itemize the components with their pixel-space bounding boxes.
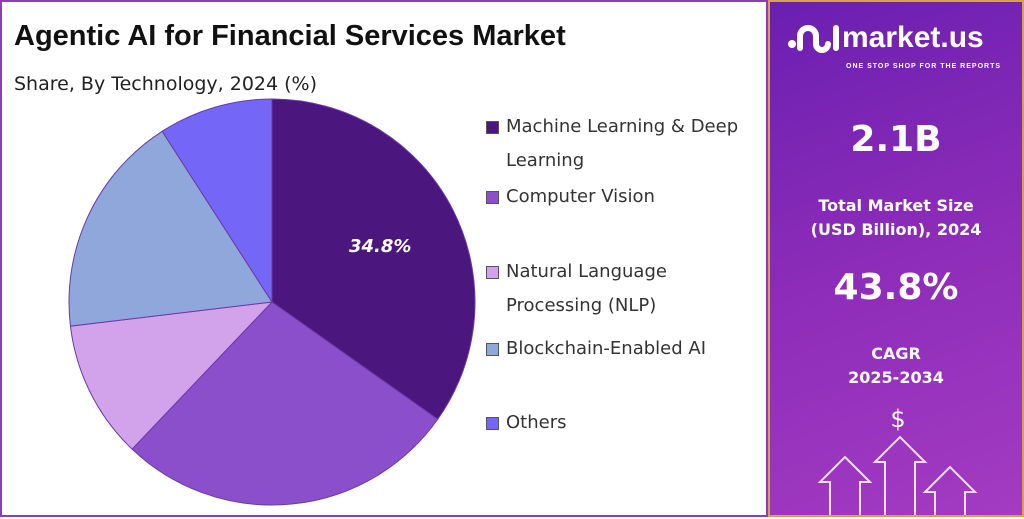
logo-text: market.us — [842, 21, 984, 54]
legend-swatch — [486, 191, 499, 204]
svg-text:$: $ — [890, 405, 905, 433]
market-us-logo: market.us — [786, 18, 984, 58]
legend-swatch — [486, 343, 499, 356]
market-size-value: 2.1B — [850, 119, 942, 160]
legend-swatch — [486, 266, 499, 279]
legend-item: Computer Vision — [486, 180, 655, 214]
legend-label: Machine Learning & Deep Learning — [506, 110, 738, 178]
pie-slice-2 — [69, 301, 274, 450]
chart-subtitle: Share, By Technology, 2024 (%) — [14, 73, 318, 95]
legend-swatch — [486, 417, 499, 430]
legend-label-line: Others — [506, 412, 567, 433]
data-label: 34.8% — [349, 236, 411, 257]
pie-slice-0 — [271, 98, 476, 420]
legend-swatch — [486, 121, 499, 134]
legend-item: Others — [486, 406, 567, 440]
legend-label: Natural Language Processing (NLP) — [506, 255, 667, 323]
legend-item: Blockchain-Enabled AI — [486, 332, 706, 366]
legend-label-line: Natural Language — [506, 261, 667, 282]
legend-label-line: Computer Vision — [506, 186, 655, 207]
cagr-label-2: 2025-2034 — [848, 368, 944, 387]
market-size-label-2: (USD Billion), 2024 — [810, 220, 982, 239]
pie-slice-3 — [68, 130, 273, 327]
cagr-value: 43.8% — [833, 267, 959, 308]
cagr-label-1: CAGR — [871, 344, 921, 363]
chart-title: Agentic AI for Financial Services Market — [14, 20, 566, 52]
legend-label-line: Blockchain-Enabled AI — [506, 338, 707, 359]
pie-slice-4 — [161, 98, 273, 304]
dollar-arrows-icon: $ — [817, 405, 978, 515]
legend-label: Others — [506, 406, 567, 440]
legend-label-line: Learning — [506, 150, 585, 171]
legend-item: Machine Learning & Deep Learning — [486, 110, 738, 178]
tagline: ONE STOP SHOP FOR THE REPORTS — [846, 63, 1002, 70]
legend-label-line: Processing (NLP) — [506, 295, 657, 316]
legend-label-line: Machine Learning & Deep — [506, 116, 739, 137]
market-size-label-1: Total Market Size — [818, 196, 974, 215]
legend-item: Natural Language Processing (NLP) — [486, 255, 667, 323]
pie-chart: 34.8% — [68, 98, 476, 506]
summary-panel: market.us ONE STOP SHOP FOR THE REPORTS … — [768, 0, 1024, 517]
pie-slice-1 — [131, 301, 439, 506]
legend-label: Blockchain-Enabled AI — [506, 332, 706, 366]
logo-icon — [788, 25, 839, 53]
chart-panel: Agentic AI for Financial Services Market… — [0, 0, 768, 517]
legend-label: Computer Vision — [506, 180, 655, 214]
